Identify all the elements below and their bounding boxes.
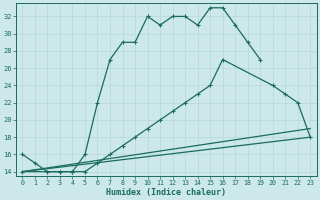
X-axis label: Humidex (Indice chaleur): Humidex (Indice chaleur) [106,188,226,197]
